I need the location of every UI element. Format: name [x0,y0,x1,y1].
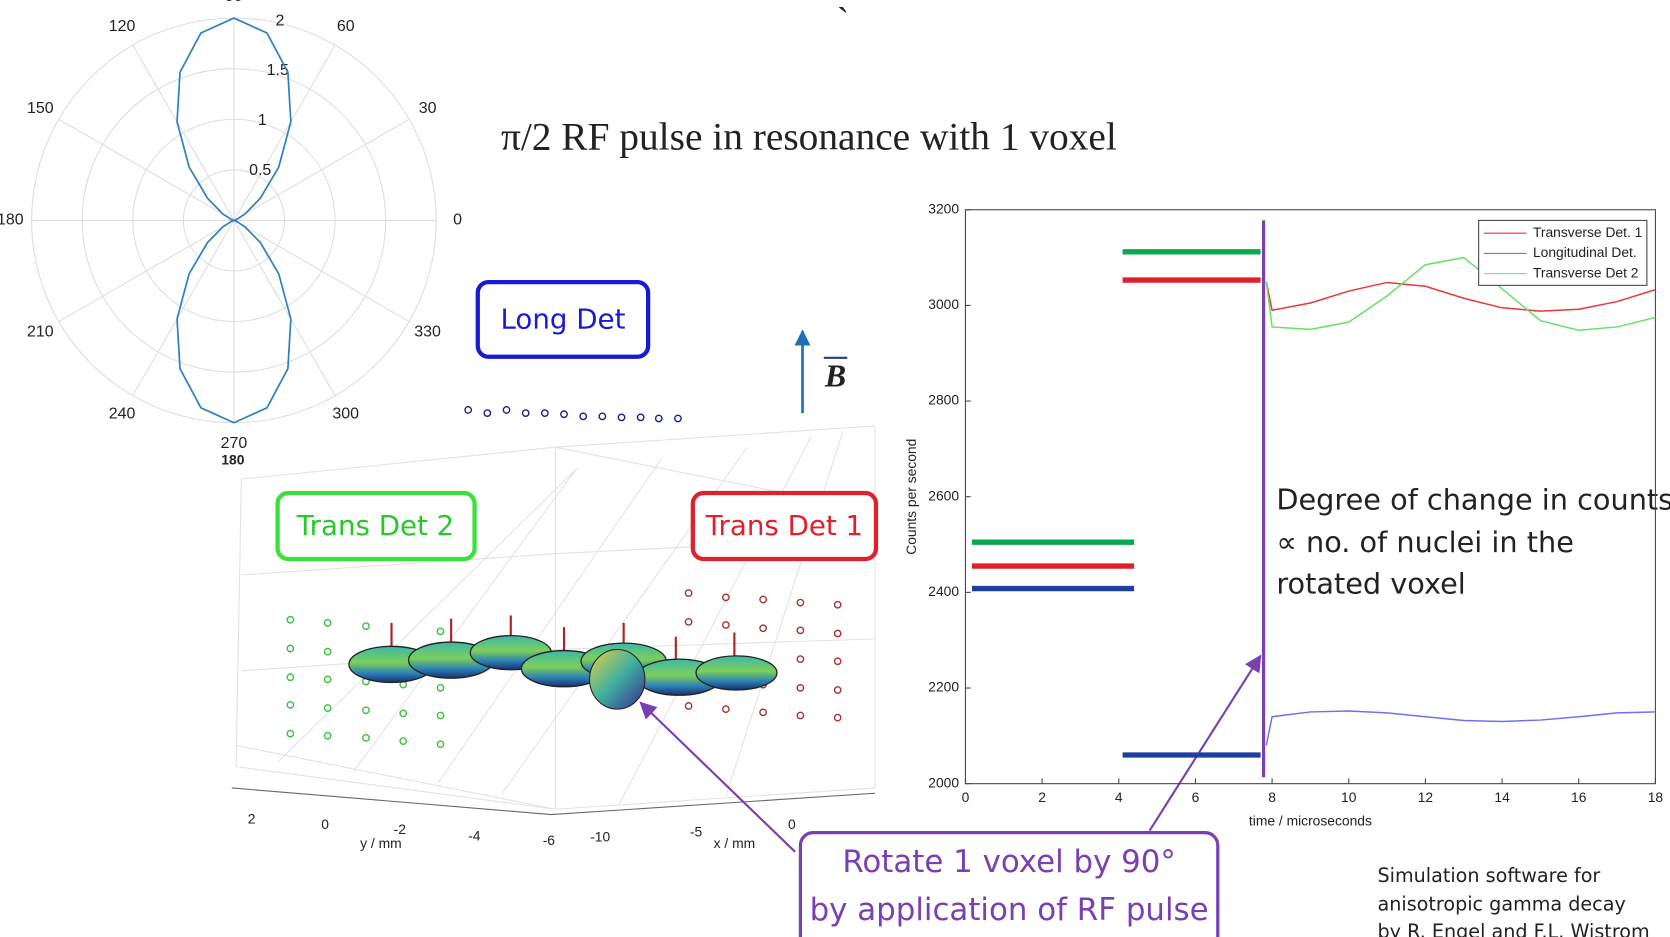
credit-text: anisotropic gamma decay [1378,893,1626,916]
theta-tick-label: 120 [109,18,136,35]
x-tick-label: 12 [1418,789,1433,805]
y-tick-label: -4 [468,828,481,844]
detector-dots [286,406,842,749]
callout-box [798,831,1220,937]
x-tick-label: -10 [590,829,610,845]
x-axis-label: time / microseconds [1249,813,1372,829]
legend-label: Transverse Det 2 [1533,264,1639,280]
annotation-text: ∝ no. of nuclei in the [1276,525,1574,559]
r-tick-label: 0.5 [249,162,271,179]
r-tick-label: 1 [258,112,267,129]
rotated-voxel [589,648,646,710]
voxel-ellipsoids [348,635,778,696]
y-tick-label: -6 [543,832,556,848]
y-tick-label: 2000 [928,774,959,790]
y-tick-label: 2800 [928,392,959,408]
y-tick-label: 2600 [928,487,959,503]
polar-ring [132,118,336,323]
series-line [1265,281,1656,312]
y-axis-label: y / mm [360,835,401,851]
callout-text: Rotate 1 voxel by 90° [842,844,1176,880]
y-tick-label: 2400 [928,583,959,599]
x-tick-label: 0 [788,816,796,832]
legend-label: Transverse Det. 1 [1533,224,1643,240]
annotation-text: Degree of change in counts [1276,483,1670,517]
trans-det-2-box [275,490,477,562]
x-tick-label: 6 [1192,789,1200,805]
b-symbol: B [824,358,846,393]
theta-tick-label: 330 [414,323,441,340]
series-line [1265,710,1656,746]
plot3d-corner-label: 180 [221,452,244,468]
series-line [1265,256,1656,332]
annotation-text: rotated voxel [1276,567,1465,601]
theta-tick-label: 60 [337,18,355,35]
x-tick-label: 10 [1341,789,1357,805]
x-tick-label: 2 [1038,789,1046,805]
trans-det-1-box [690,490,879,562]
y-tick-label: 2200 [928,679,959,695]
credit-text: by R. Engel and F.L. Wistrom [1378,920,1650,937]
callout-arrow [1148,654,1262,832]
y-tick-label: 3200 [928,200,959,216]
theta-tick-label: 0 [453,212,462,229]
x-tick-label: -5 [690,823,703,839]
callout-arrow [639,701,796,853]
long-det-box [475,280,651,359]
r-tick-label: 2 [275,12,284,29]
y-tick-label: 2 [248,811,256,827]
slide-title: π/2 RF pulse in resonance with 1 voxel [501,115,1117,159]
x-tick-label: 14 [1494,789,1510,805]
theta-tick-label: 240 [109,405,136,422]
theta-tick-label: 210 [27,323,54,340]
trans-det-1-label: Trans Det 1 [705,509,864,542]
theta-tick-label: 90 [225,0,243,5]
theta-tick-label: 270 [221,435,248,452]
theta-tick-label: 150 [27,100,54,117]
x-tick-label: 16 [1571,789,1587,805]
x-tick-label: 0 [962,789,970,805]
plot3d-frame [235,425,876,810]
long-det-label: Long Det [500,302,625,335]
r-tick-label: 1.5 [267,62,289,79]
x-tick-label: 18 [1648,789,1664,805]
legend-label: Longitudinal Det. [1533,244,1637,260]
y-axis-label: Counts per second [903,439,919,555]
trans-det-2-label: Trans Det 2 [296,509,455,542]
x-axis-label: x / mm [714,835,755,851]
x-tick-label: 8 [1268,789,1276,805]
polar-curve [176,17,292,424]
theta-tick-label: 180 [0,212,24,229]
plot3d-axis [231,787,875,816]
y-tick-label: 0 [321,816,329,832]
y-tick-label: 3000 [928,296,959,312]
slide-mark: ` [837,0,849,40]
polar-ring [81,68,387,373]
theta-tick-label: 300 [332,405,359,422]
x-tick-label: 4 [1115,789,1123,805]
credit-text: Simulation software for [1378,864,1601,887]
theta-tick-label: 30 [419,100,437,117]
polar-ring [182,169,286,272]
y-tick-label: -2 [394,821,406,837]
callout-text: by application of RF pulse [810,892,1209,928]
